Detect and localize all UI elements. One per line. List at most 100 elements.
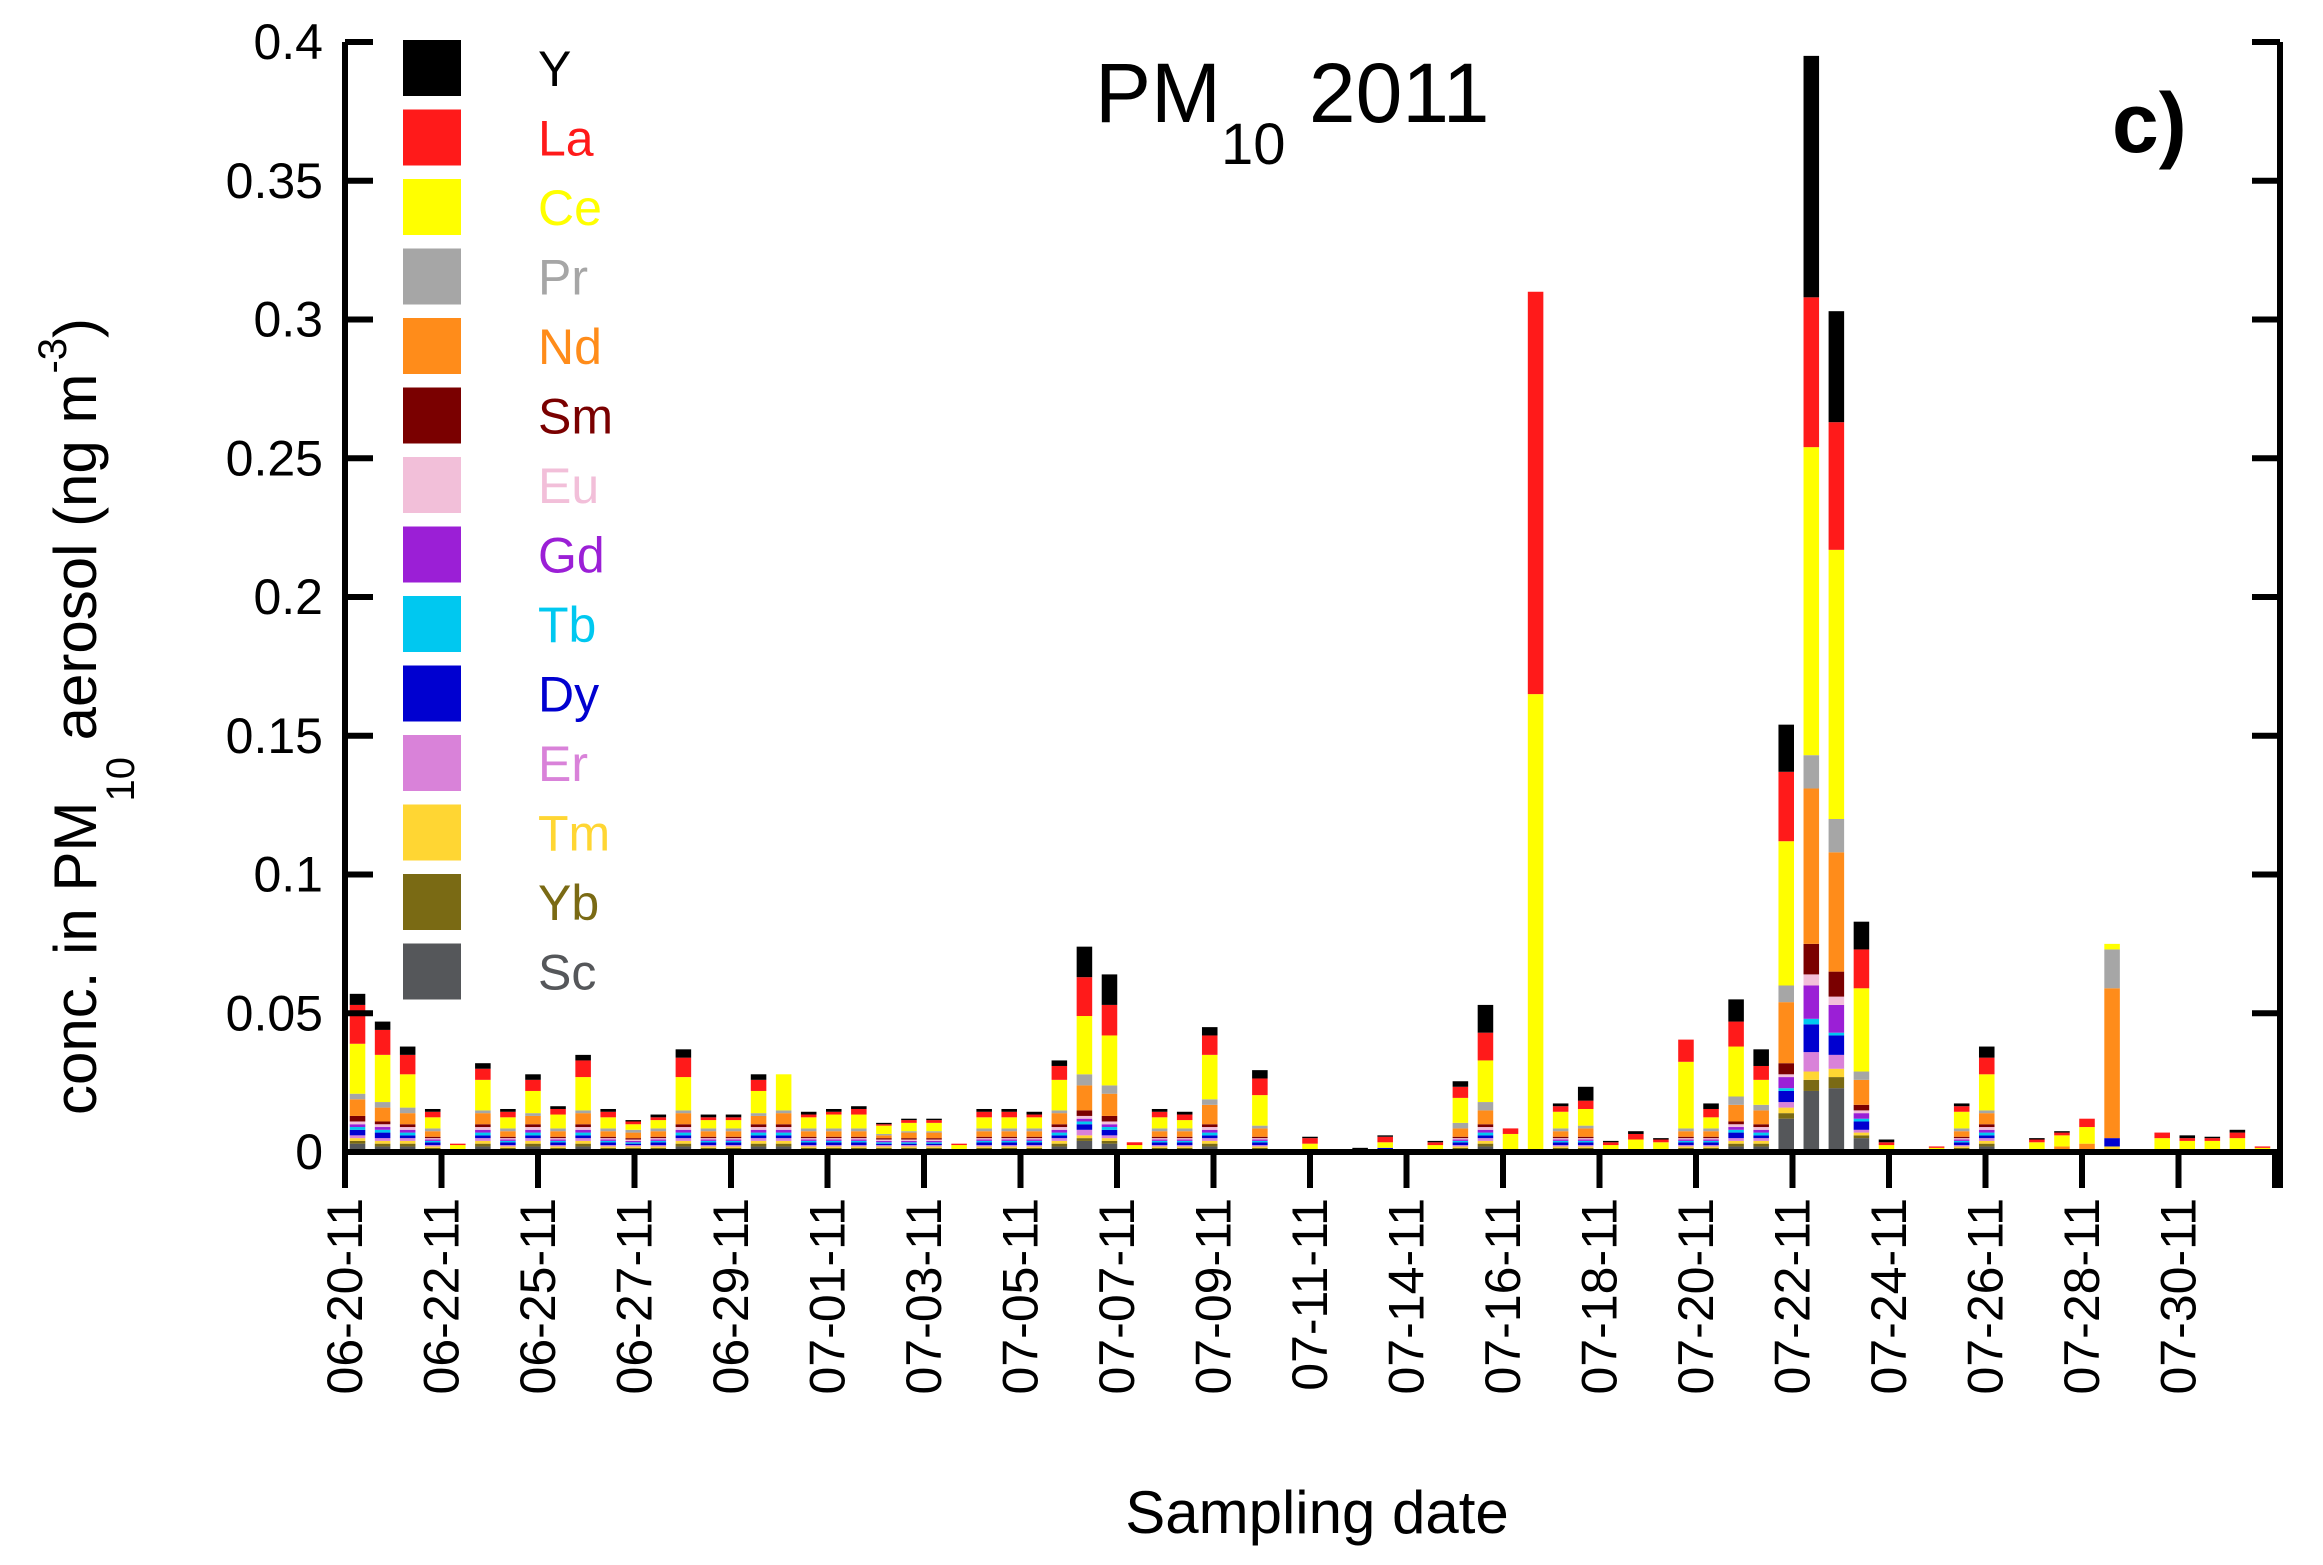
bar-segment-pr	[800, 1128, 817, 1132]
bar-segment-y	[1753, 1049, 1769, 1066]
bar-stack-34	[1201, 1027, 1218, 1152]
legend-swatch	[403, 457, 461, 513]
bar-segment-tm	[976, 1146, 992, 1148]
bar-segment-y	[1026, 1111, 1043, 1115]
bar-segment-pr	[625, 1129, 642, 1133]
bar-segment-dy	[575, 1135, 591, 1139]
bar-segment-la	[2154, 1132, 2170, 1139]
bar-segment-sm	[851, 1136, 867, 1139]
bar-segment-eu	[826, 1138, 842, 1140]
bar-segment-er	[1577, 1145, 1594, 1147]
bar-segment-tm	[1001, 1146, 1017, 1148]
bar-segment-ce	[475, 1079, 491, 1111]
bar-segment-la	[1076, 977, 1093, 1017]
bar-segment-tm	[1853, 1132, 1870, 1136]
legend-item-ce: Ce	[403, 179, 602, 236]
bar-segment-y	[374, 1021, 391, 1030]
bar-stack-25	[976, 1108, 992, 1152]
bar-stack-5	[475, 1063, 491, 1152]
bar-segment-nd	[1151, 1131, 1168, 1137]
bar-segment-yb	[1728, 1143, 1744, 1147]
bar-segment-y	[1352, 1147, 1368, 1150]
bar-segment-yb	[926, 1147, 942, 1150]
bar-segment-yb	[399, 1143, 416, 1147]
bar-segment-ce	[901, 1122, 917, 1132]
bar-stack-65	[1978, 1046, 1995, 1152]
legend-item-nd: Nd	[403, 318, 602, 375]
bar-segment-tb	[1101, 1127, 1118, 1130]
bar-segment-la	[600, 1111, 616, 1118]
bar-segment-nd	[650, 1131, 667, 1137]
bar-segment-tb	[775, 1132, 792, 1136]
legend-label: Nd	[538, 319, 602, 375]
bar-stack-8	[550, 1106, 566, 1152]
legend-item-y: Y	[403, 40, 571, 97]
bar-stack-53	[1678, 1039, 1694, 1152]
x-tick-label: 06-29-11	[703, 1198, 759, 1394]
bar-segment-yb	[500, 1147, 516, 1150]
bar-segment-gd	[1728, 1127, 1744, 1130]
bar-segment-er	[1778, 1102, 1794, 1108]
x-tick-label: 07-22-11	[1765, 1198, 1821, 1394]
bar-segment-y	[1101, 974, 1118, 1005]
bar-segment-gd	[349, 1124, 366, 1128]
bar-segment-gd	[500, 1139, 516, 1141]
bar-segment-sc	[1853, 1138, 1870, 1153]
bar-segment-tm	[650, 1146, 667, 1148]
bar-segment-pr	[1151, 1128, 1168, 1132]
bar-segment-eu	[675, 1127, 692, 1130]
bar-segment-ce	[1427, 1145, 1444, 1151]
bar-segment-ce	[575, 1077, 591, 1111]
bar-segment-y	[1577, 1086, 1594, 1101]
bar-segment-ce	[1051, 1079, 1068, 1111]
bar-segment-eu	[800, 1138, 817, 1140]
bar-segment-er	[851, 1145, 867, 1147]
bar-segment-gd	[1477, 1129, 1494, 1133]
bar-segment-tb	[1001, 1140, 1017, 1143]
bar-segment-yb	[1101, 1140, 1118, 1144]
bar-segment-gd	[1076, 1118, 1093, 1122]
bar-segment-dy	[851, 1142, 867, 1146]
bar-segment-tb	[1953, 1140, 1970, 1143]
legend-label: Er	[538, 736, 588, 792]
bar-segment-ce	[750, 1090, 767, 1114]
bar-segment-nd	[750, 1115, 767, 1125]
x-tick-label: 07-03-11	[896, 1198, 952, 1394]
bar-segment-pr	[700, 1128, 717, 1132]
bar-segment-ce	[700, 1120, 717, 1129]
bar-segment-er	[1101, 1135, 1118, 1139]
bar-segment-gd	[1753, 1129, 1769, 1133]
bar-segment-ce	[1577, 1108, 1594, 1126]
bar-segment-pr	[600, 1128, 616, 1132]
bar-segment-tb	[1477, 1132, 1494, 1136]
bar-segment-gd	[926, 1140, 942, 1143]
bar-segment-la	[1703, 1108, 1719, 1118]
bar-segment-sm	[600, 1136, 616, 1139]
bar-segment-la	[1151, 1111, 1168, 1118]
bar-segment-pr	[349, 1093, 366, 1100]
legend-label: Tm	[538, 806, 610, 862]
bar-segment-ce	[600, 1117, 616, 1129]
bar-segment-tm	[1803, 1071, 1820, 1080]
bar-segment-dy	[374, 1132, 391, 1139]
bar-segment-dy	[475, 1135, 491, 1139]
bar-segment-yb	[625, 1147, 642, 1150]
bar-stack-0	[349, 993, 366, 1152]
bar-segment-gd	[1778, 1077, 1794, 1089]
bar-segment-ce	[675, 1077, 692, 1111]
bar-segment-pr	[725, 1128, 742, 1132]
bar-segment-gd	[1678, 1139, 1694, 1141]
bar-segment-er	[399, 1138, 416, 1141]
bar-segment-sm	[1953, 1136, 1970, 1139]
bar-segment-yb	[851, 1147, 867, 1150]
legend-item-gd: Gd	[403, 526, 605, 584]
bar-segment-yb	[600, 1147, 616, 1150]
bar-stack-1	[374, 1021, 391, 1152]
bar-segment-ce	[876, 1125, 892, 1134]
bar-segment-sm	[575, 1124, 591, 1128]
bar-segment-dy	[1803, 1024, 1820, 1053]
bar-segment-er	[1678, 1145, 1694, 1147]
bar-segment-dy	[1678, 1142, 1694, 1146]
bar-segment-la	[750, 1079, 767, 1091]
legend-label: Y	[538, 41, 571, 97]
